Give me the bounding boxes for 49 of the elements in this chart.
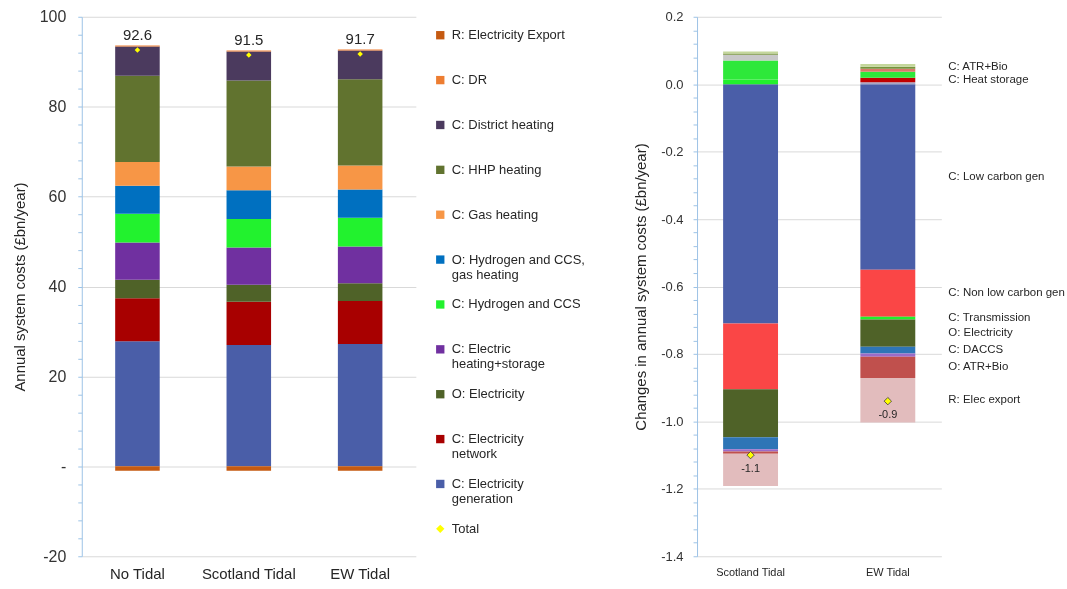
y-tick-label: 40 xyxy=(48,278,67,295)
y-tick-label: 0.0 xyxy=(665,76,684,92)
y-tick-label: 0.2 xyxy=(665,9,684,25)
y-tick-label: -1.0 xyxy=(661,413,684,429)
text: C: DACCS xyxy=(948,343,1004,356)
legend-label: O: Electricity xyxy=(451,386,525,402)
x-tick-label: No Tidal xyxy=(110,564,165,582)
y-tick-label: 80 xyxy=(48,98,67,116)
text: R: Elec export xyxy=(948,393,1022,406)
text: C: Low carbon gen xyxy=(948,169,1045,182)
legend-label: Total xyxy=(451,520,480,536)
x-tick-label: Scotland Tidal xyxy=(201,564,296,582)
data-label: 91.5 xyxy=(234,31,264,49)
y-tick-label: - xyxy=(61,457,67,475)
y-tick-label: -1.2 xyxy=(661,481,684,497)
x-tick-label: EW Tidal xyxy=(865,565,910,578)
text: C: Heat storage xyxy=(948,72,1029,85)
legend-label: C: Electric heating+storage xyxy=(451,341,545,372)
data-label: 91.7 xyxy=(345,30,375,48)
data-label: 92.6 xyxy=(122,26,152,44)
y-tick-label: -0.4 xyxy=(661,211,684,227)
legend-label: C: District heating xyxy=(451,116,554,132)
y-tick-label: -0.6 xyxy=(661,279,684,294)
y-tick-label: -1.4 xyxy=(661,548,684,564)
text: O: ATR+Bio xyxy=(948,360,1009,373)
legend-label: C: DR xyxy=(451,72,487,88)
y-tick-label: -0.2 xyxy=(661,144,684,160)
legend-label: C: Hydrogen and CCS xyxy=(451,296,581,312)
legend-label: C: Electricity network xyxy=(451,431,525,462)
data-label: -1.1 xyxy=(741,462,761,475)
y-tick-label: 100 xyxy=(39,8,67,26)
legend-label: O: Hydrogen and CCS, gas heating xyxy=(451,251,585,282)
text: O: Electricity xyxy=(948,326,1013,339)
legend-label: C: Gas heating xyxy=(451,206,539,222)
y-tick-label: -0.8 xyxy=(661,346,684,362)
x-tick-label: Scotland Tidal xyxy=(716,565,785,578)
text: C: Transmission xyxy=(948,311,1031,324)
legend-label: C: Electricity generation xyxy=(451,475,525,506)
x-tick-label: EW Tidal xyxy=(330,564,391,582)
text: C: Non low carbon gen xyxy=(948,286,1065,299)
y-tick-label: -20 xyxy=(43,547,67,565)
y-tick-label: 20 xyxy=(48,367,67,385)
legend-label: R: Electricity Export xyxy=(451,27,566,43)
y-axis-title: Annual system costs (£bn/year) xyxy=(10,182,28,392)
legend-label: C: HHP heating xyxy=(451,161,542,177)
text: C: ATR+Bio xyxy=(948,59,1008,72)
y-axis-title: Changes in annual system costs (£bn/year) xyxy=(632,143,650,431)
data-label: -0.9 xyxy=(878,408,898,421)
y-tick-label: 60 xyxy=(48,188,67,206)
